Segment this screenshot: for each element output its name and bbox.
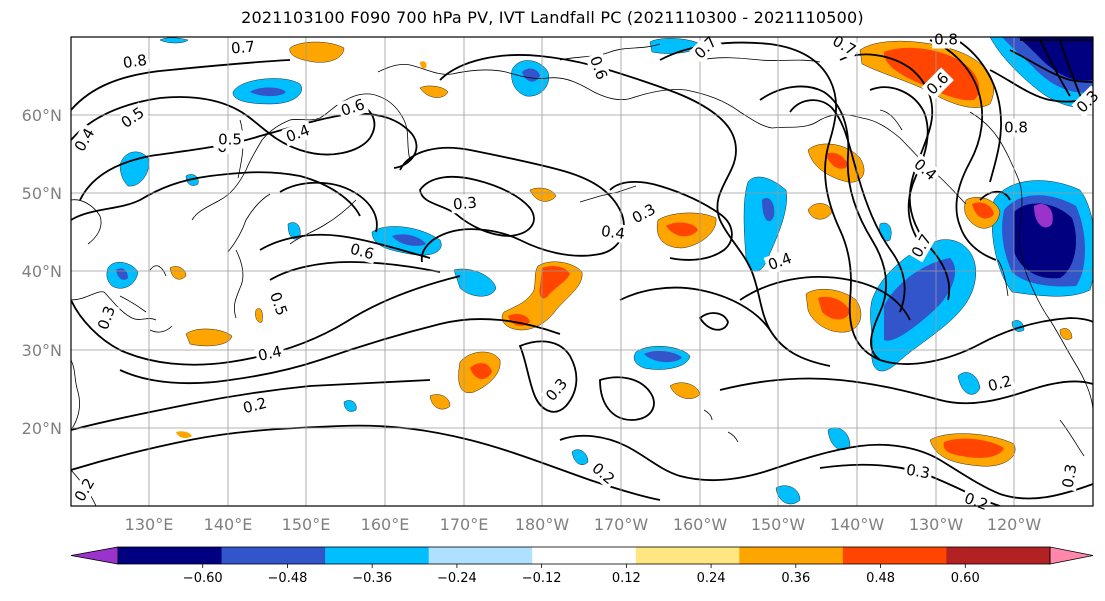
- latitude-labels: 60°N 50°N 40°N 30°N 20°N: [22, 106, 62, 438]
- colorbar-segment: [325, 547, 430, 564]
- colorbar-segment: [739, 547, 844, 564]
- map-title: 2021103100 F090 700 hPa PV, IVT Landfall…: [241, 8, 864, 27]
- contour-label-background: [336, 94, 369, 121]
- contour-label-background: [239, 393, 271, 418]
- contour-label-background: [119, 50, 150, 73]
- contour-label: 0.6: [348, 240, 376, 264]
- contour-label-background: [254, 341, 286, 366]
- contour-label-background: [906, 229, 937, 263]
- contour-label-background: [627, 199, 661, 229]
- contour-label: 0.2: [241, 394, 269, 418]
- latitude-label: 50°N: [22, 184, 62, 203]
- contour-label-background: [586, 457, 620, 490]
- contour-label-background: [93, 301, 120, 334]
- contour-label: 0.7: [230, 37, 255, 57]
- map-frame: [70, 36, 1094, 507]
- colorbar-tick-label: 0.12: [612, 571, 641, 586]
- longitude-label: 120°W: [987, 515, 1042, 534]
- colorbar-extend-high: [1049, 546, 1094, 565]
- contour-label-background: [228, 37, 258, 58]
- latitude-label: 20°N: [22, 419, 62, 438]
- colorbar-segment: [635, 547, 740, 564]
- contour-label-background: [585, 51, 612, 84]
- latitude-label: 30°N: [22, 341, 62, 360]
- contour-label-background: [346, 239, 378, 264]
- contour-label: 0.3: [452, 193, 477, 213]
- contour-label-background: [281, 120, 314, 147]
- colorbar-segment: [428, 547, 533, 564]
- contour-label-background: [1071, 85, 1104, 118]
- colorbar-tick-label: 0.60: [951, 571, 980, 586]
- longitude-label: 140°W: [830, 515, 885, 534]
- contour-label: 0.2: [986, 372, 1014, 396]
- longitude-label: 130°E: [125, 515, 174, 534]
- contour-label: 0.4: [600, 222, 626, 243]
- longitude-label: 130°W: [909, 515, 964, 534]
- contour-label-background: [902, 460, 934, 483]
- contour-label-background: [763, 248, 796, 275]
- longitude-label: 160°E: [361, 515, 410, 534]
- colorbar-tick-label: −0.24: [437, 571, 477, 586]
- coastlines: [71, 43, 1093, 506]
- colorbar: −0.60 −0.48 −0.36 −0.24 −0.12 0.12 0.24 0.36 0.4…: [70, 546, 1094, 586]
- colorbar-tick-label: −0.60: [183, 571, 223, 586]
- colorbar-segment: [221, 547, 326, 564]
- pv-shading: [106, 37, 1093, 505]
- contour-label-background: [69, 473, 100, 507]
- colorbar-segment: [532, 547, 637, 564]
- contour-label-background: [1058, 460, 1081, 492]
- longitude-labels: 130°E 140°E 150°E 160°E 170°E 180°W 170°W 160°W…: [125, 515, 1042, 534]
- longitude-label: 140°E: [204, 515, 253, 534]
- gridlines: [71, 37, 1093, 506]
- longitude-label: 170°E: [440, 515, 489, 534]
- colorbar-tick-label: 0.36: [781, 571, 810, 586]
- contour-label-background: [827, 30, 861, 61]
- contour-label-background: [921, 67, 954, 100]
- colorbar-segment: [842, 547, 947, 564]
- longitude-label: 160°W: [673, 515, 728, 534]
- contour-label-background: [116, 102, 150, 133]
- longitude-label: 170°W: [594, 515, 649, 534]
- colorbar-tick-label: 0.24: [697, 571, 726, 586]
- contour-label: 0.3: [905, 461, 932, 483]
- contour-label: 0.4: [256, 342, 283, 365]
- contour-label: 0.5: [218, 131, 242, 149]
- latitude-label: 60°N: [22, 106, 62, 125]
- contour-label-background: [1002, 118, 1030, 137]
- colorbar-extend-low: [70, 546, 119, 565]
- colorbar-tick-label: −0.36: [352, 571, 392, 586]
- contour-label-background: [984, 371, 1016, 396]
- contour-label-background: [932, 30, 960, 49]
- contour-label-background: [216, 130, 244, 149]
- contour-label-background: [960, 488, 993, 515]
- contour-label-background: [265, 287, 292, 320]
- contour-label: 0.8: [122, 51, 148, 72]
- colorbar-segment: [946, 547, 1051, 564]
- contour-label-background: [908, 153, 942, 186]
- colorbar-tick-label: 0.48: [866, 571, 895, 586]
- longitude-label: 180°W: [515, 515, 570, 534]
- contour-label-background: [598, 221, 629, 244]
- contour-label: 0.8: [1004, 119, 1028, 137]
- longitude-label: 150°E: [282, 515, 331, 534]
- colorbar-tick-label: −0.48: [268, 571, 308, 586]
- longitude-label: 150°W: [751, 515, 806, 534]
- colorbar-outline: [117, 546, 1051, 565]
- latitude-label: 40°N: [22, 262, 62, 281]
- contour-label-background: [689, 31, 722, 64]
- contour-label-background: [69, 123, 100, 157]
- colorbar-segment: [118, 547, 223, 564]
- contour-label: 0.3: [1059, 463, 1081, 490]
- contour-label: 0.8: [934, 31, 958, 49]
- contour-label-background: [450, 193, 480, 214]
- colorbar-tick-label: −0.12: [522, 571, 562, 586]
- contour-label-background: [540, 373, 573, 407]
